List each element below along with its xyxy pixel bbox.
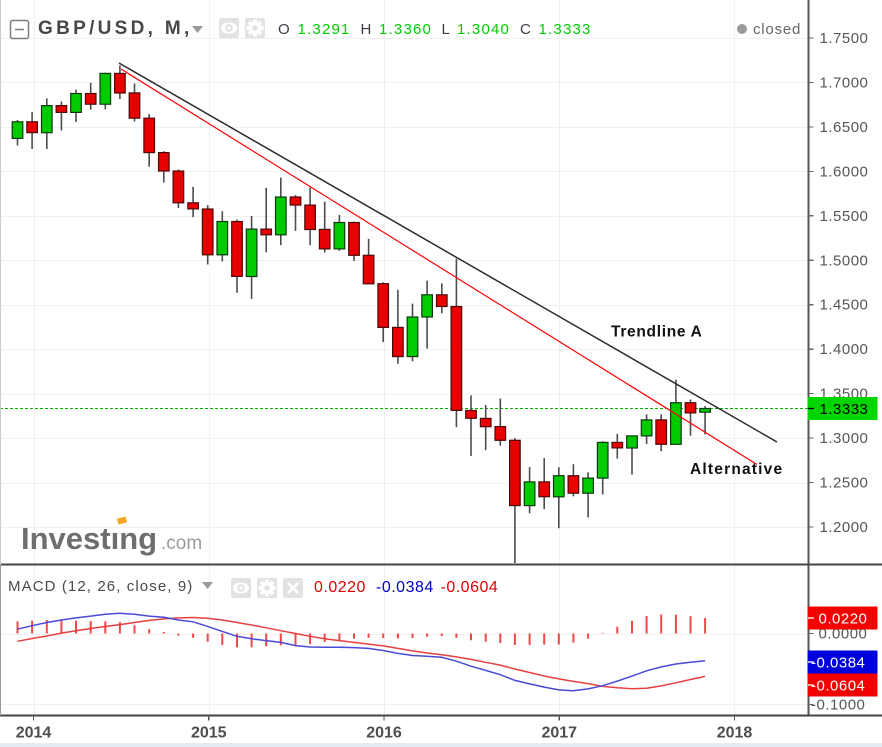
svg-text:1.3333: 1.3333 (539, 21, 592, 38)
svg-text:1.3040: 1.3040 (457, 21, 510, 38)
svg-text:Trendline A: Trendline A (611, 324, 703, 341)
svg-text:closed: closed (753, 21, 801, 38)
svg-text:-0.0384: -0.0384 (811, 655, 865, 672)
svg-text:.com: .com (161, 533, 202, 554)
svg-text:2016: 2016 (366, 725, 402, 742)
svg-text:1.3291: 1.3291 (298, 21, 351, 38)
svg-text:1.6500: 1.6500 (820, 119, 869, 136)
svg-text:0.0000: 0.0000 (819, 626, 868, 643)
svg-text:-0.0604: -0.0604 (441, 579, 499, 596)
svg-text:1.3333: 1.3333 (820, 401, 869, 418)
svg-text:-0.1000: -0.1000 (811, 697, 865, 714)
svg-text:1.2000: 1.2000 (820, 519, 869, 536)
svg-text:L: L (442, 21, 452, 38)
svg-text:1.2500: 1.2500 (820, 475, 869, 492)
svg-text:2017: 2017 (541, 725, 577, 742)
svg-text:C: C (520, 21, 532, 38)
svg-text:1.5500: 1.5500 (820, 208, 869, 225)
svg-text:MACD (12, 26, close, 9): MACD (12, 26, close, 9) (8, 578, 193, 595)
svg-text:H: H (361, 21, 373, 38)
svg-text:1.5000: 1.5000 (820, 252, 869, 269)
svg-text:Alternative: Alternative (690, 461, 783, 478)
svg-text:1.7500: 1.7500 (820, 30, 869, 47)
svg-text:Investıng: Investıng (21, 521, 157, 556)
svg-text:1.7000: 1.7000 (820, 75, 869, 92)
svg-text:1.4000: 1.4000 (820, 341, 869, 358)
svg-text:1.6000: 1.6000 (820, 163, 869, 180)
svg-text:1.3360: 1.3360 (379, 21, 432, 38)
svg-text:0.0220: 0.0220 (314, 579, 366, 596)
svg-text:O: O (278, 21, 291, 38)
svg-text:1.4500: 1.4500 (820, 297, 869, 314)
svg-text:2018: 2018 (717, 725, 753, 742)
svg-text:2015: 2015 (191, 725, 227, 742)
svg-text:-0.0384: -0.0384 (376, 579, 434, 596)
svg-text:GBP/USD, M,: GBP/USD, M, (38, 18, 193, 39)
svg-text:0.0220: 0.0220 (819, 611, 868, 628)
svg-text:2014: 2014 (16, 725, 52, 742)
svg-text:-0.0604: -0.0604 (811, 678, 865, 695)
svg-text:1.3000: 1.3000 (820, 430, 869, 447)
